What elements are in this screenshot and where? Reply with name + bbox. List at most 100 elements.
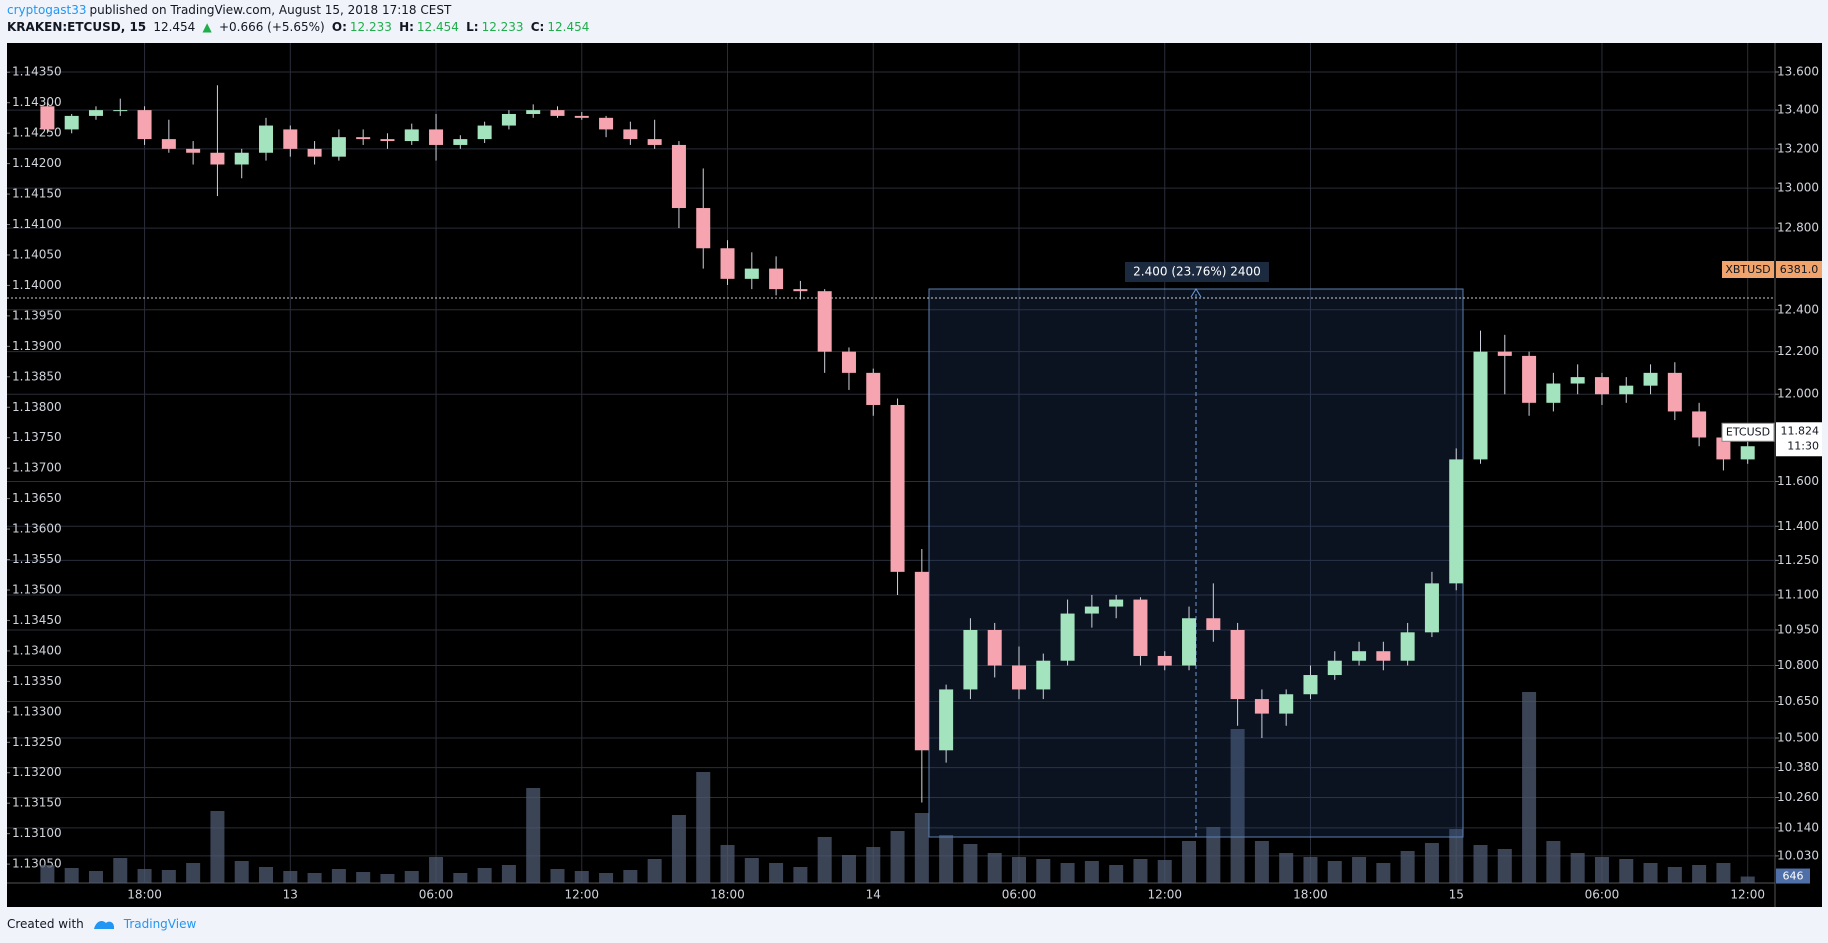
candle-body [744,268,759,279]
y2-tick-label: 1.14000 [12,278,62,292]
footer: Created with TradingView [7,917,196,931]
volume-bar [526,788,541,883]
y-tick-label: 12.000 [1777,387,1819,401]
volume-bar [1594,857,1609,883]
volume-label: 646 [1783,870,1804,883]
volume-bar [161,870,176,883]
candle-body [1619,385,1634,395]
volume-bar [623,870,638,883]
y2-tick-label: 1.13800 [12,400,62,414]
volume-bar [914,813,929,883]
y2-tick-label: 1.13250 [12,735,62,749]
x-tick-label: 12:00 [1730,888,1765,902]
measure-label: 2.400 (23.76%) 2400 [1133,265,1261,279]
candle-body [866,372,881,405]
volume-bar [210,811,225,883]
volume-bar [574,871,589,883]
y2-tick-label: 1.13450 [12,613,62,627]
volume-bar [64,868,79,883]
x-tick-label: 12:00 [1147,888,1182,902]
volume-bar [1449,829,1464,883]
candle-body [1716,437,1731,460]
volume-bar [1376,863,1391,883]
y-tick-label: 10.650 [1777,694,1819,708]
measure-label-box [1125,262,1269,282]
y-tick-label: 10.800 [1777,658,1819,672]
candle-body [817,291,832,352]
etc-label-name: ETCUSD [1726,425,1770,438]
x-tick-label: 18:00 [127,888,162,902]
candle-body [1400,632,1415,661]
y-tick-label: 13.000 [1777,181,1819,195]
volume-bar [404,871,419,883]
y2-tick-label: 1.13200 [12,765,62,779]
x-tick-label: 14 [866,888,881,902]
volume-bar [963,844,978,883]
volume-bar [599,873,614,883]
y2-tick-label: 1.13400 [12,643,62,657]
candle-body [1157,655,1172,666]
candle-body [1303,675,1318,695]
y2-tick-label: 1.13300 [12,704,62,718]
volume-bar [429,857,444,883]
candle-body [1424,583,1439,633]
volume-bar [793,867,808,883]
volume-bar [987,853,1002,883]
candle-body [1084,606,1099,614]
candle-body [1546,383,1561,403]
y2-tick-label: 1.13100 [12,826,62,840]
volume-bar [671,815,686,883]
y-tick-label: 12.400 [1777,302,1819,316]
volume-layer [40,692,1755,883]
volume-bar [866,847,881,883]
y2-tick-label: 1.13350 [12,674,62,688]
volume-bar [1327,861,1342,883]
volume-bar [186,863,201,883]
candle-body [574,115,589,118]
candle-body [1376,651,1391,661]
x-tick-label: 12:00 [564,888,599,902]
y-tick-label: 13.200 [1777,141,1819,155]
volume-bar [769,863,784,883]
candle-body [987,629,1002,666]
y-tick-label: 10.140 [1777,820,1819,834]
y2-tick-label: 1.14050 [12,247,62,261]
volume-bar [1109,865,1124,883]
y-tick-label: 11.100 [1777,587,1819,601]
x-tick-label: 06:00 [1002,888,1037,902]
candle-body [1570,377,1585,384]
volume-bar [477,868,492,883]
candle-body [429,129,444,145]
footer-brand[interactable]: TradingView [123,917,197,931]
close-value: 12.454 [547,20,590,34]
candle-body [113,110,128,112]
candle-body [1692,411,1707,438]
volume-bar [744,858,759,883]
y2-tick-label: 1.13600 [12,522,62,536]
candle-body [259,125,274,153]
measure-arrowhead [1190,288,1202,298]
last-price: 12.454 [153,20,196,34]
y2-tick-label: 1.13900 [12,339,62,353]
open-value: 12.233 [349,20,392,34]
xbt-label-box [1722,261,1774,278]
logo [93,921,114,929]
author[interactable]: cryptogast33 [7,3,87,17]
volume-bar [1643,863,1658,883]
etc-time: 11:30 [1787,439,1819,452]
volume-bar [1473,845,1488,883]
y2-tick-label: 1.14300 [12,95,62,109]
volume-bar [1667,867,1682,883]
volume-bar [1546,841,1561,883]
volume-bar [1254,841,1269,883]
xbt-value: 6381.0 [1780,263,1819,276]
low-value: 12.233 [481,20,524,34]
volume-bar [1740,876,1755,883]
footer-text: Created with [7,917,84,931]
candle-body [671,144,686,209]
candle-body [501,113,516,126]
published-text: published on TradingView.com, August 15,… [89,3,452,17]
candle-body [599,117,614,130]
volume-bar [1424,843,1439,883]
